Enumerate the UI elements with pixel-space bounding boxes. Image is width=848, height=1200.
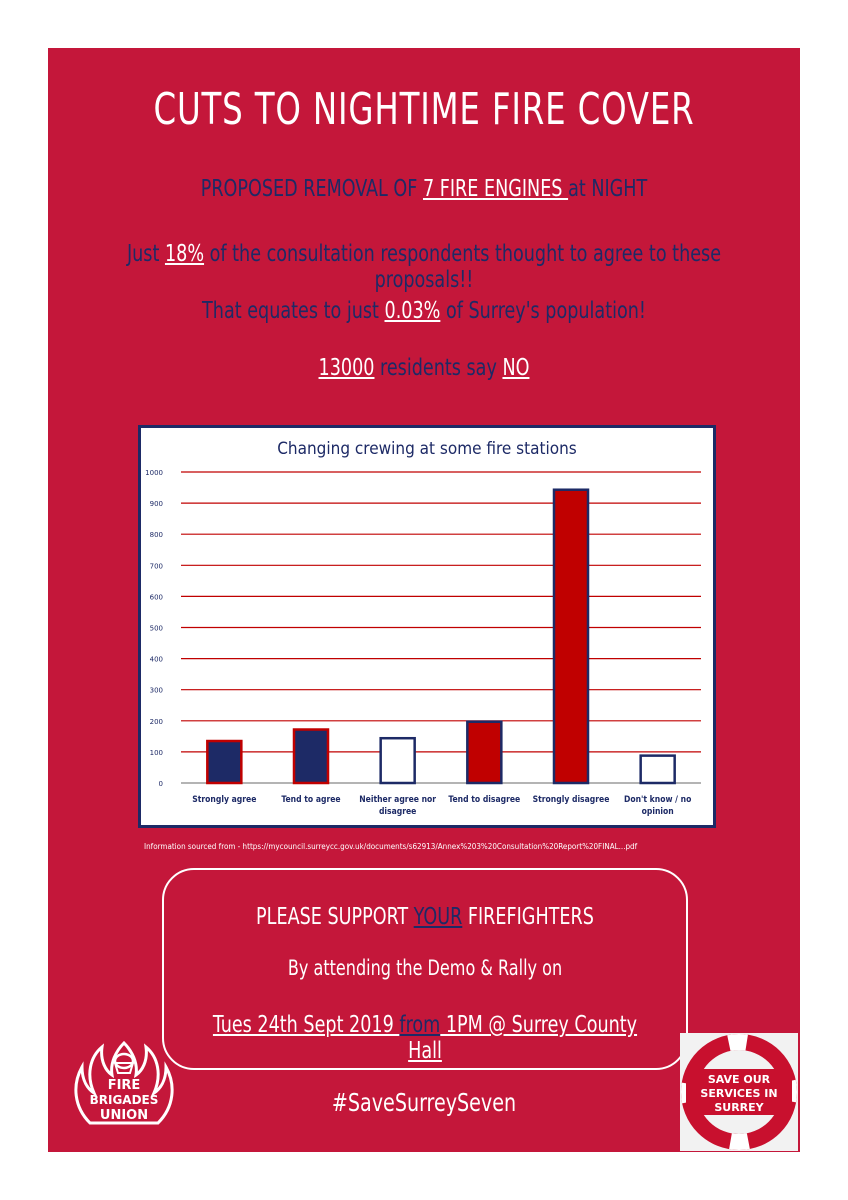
support-panel: PLEASE SUPPORT YOUR FIREFIGHTERS By atte…: [162, 868, 688, 1070]
x-tick-label-6: Don't know / no opinion: [624, 795, 691, 817]
population-line-post: of Surrey's population!: [440, 298, 646, 324]
hashtag: #SaveSurreySeven: [331, 1088, 517, 1117]
fbu-logo-line2: BRIGADES: [90, 1093, 159, 1107]
y-tick-label-900: 900: [150, 500, 163, 508]
sos-logo-line3: SURREY: [714, 1101, 764, 1114]
y-tick-label-100: 100: [150, 749, 163, 757]
chart-panel: Changing crewing at some fire stations 0 1…: [138, 425, 716, 828]
support-line-post: FIREFIGHTERS: [462, 904, 594, 930]
save-our-services-logo: SAVE OUR SERVICES IN SURREY: [680, 1033, 798, 1151]
bar-4: [466, 720, 503, 785]
bar-5: [552, 488, 590, 785]
percent-line: Just 18% of the consultation respondents…: [104, 241, 743, 293]
residents-line-mid: residents say: [374, 355, 503, 381]
engines-highlight: 7 FIRE ENGINES: [422, 176, 569, 202]
percent-line-post: of the consultation respondents thought …: [204, 241, 722, 293]
y-tick-label-600: 600: [150, 593, 163, 601]
bar-6: [639, 754, 676, 785]
support-line-pre: PLEASE SUPPORT: [256, 904, 414, 930]
y-tick-label-800: 800: [150, 531, 163, 539]
population-line: That equates to just 0.03% of Surrey's p…: [104, 298, 743, 324]
y-tick-label-400: 400: [150, 656, 163, 664]
event-from: from: [399, 1012, 441, 1038]
chart-title: Changing crewing at some fire stations: [277, 439, 577, 459]
event-date: Tues 24th Sept 2019: [212, 1012, 400, 1038]
residents-count: 13000: [318, 355, 375, 381]
sos-logo-line1: SAVE OUR: [708, 1073, 771, 1086]
y-tick-label-700: 700: [150, 562, 163, 570]
poster-title: CUTS TO NIGHTIME FIRE COVER: [153, 84, 695, 135]
residents-line: 13000 residents say NO: [104, 355, 743, 381]
engines-line-pre: PROPOSED REMOVAL OF: [200, 176, 423, 202]
x-tick-label-3: Neither agree nor disagree: [359, 795, 436, 817]
x-tick-label-2: Tend to agree: [281, 795, 340, 805]
event-time-place: 1PM @ Surrey County Hall: [408, 1012, 638, 1064]
poster: CUTS TO NIGHTIME FIRE COVER PROPOSED REM…: [48, 48, 800, 1152]
percent-highlight: 18%: [164, 241, 205, 267]
bar-1: [206, 739, 243, 785]
x-tick-label-4: Tend to disagree: [448, 795, 520, 805]
support-your: YOUR: [413, 904, 463, 930]
bar-2: [292, 728, 330, 785]
fire-brigades-union-logo: FIRE BRIGADES UNION: [74, 1040, 174, 1125]
percent-line-pre: Just: [126, 241, 165, 267]
population-highlight: 0.03%: [384, 298, 441, 324]
y-tick-label-1000: 1000: [145, 469, 163, 477]
fbu-logo-line1: FIRE: [108, 1078, 141, 1093]
fbu-logo-line3: UNION: [100, 1108, 148, 1123]
bar-3: [379, 736, 416, 785]
support-line: PLEASE SUPPORT YOUR FIREFIGHTERS: [203, 904, 647, 930]
attend-line: By attending the Demo & Rally on: [287, 956, 563, 980]
engines-line-post: at NIGHT: [568, 176, 648, 202]
event-line: Tues 24th Sept 2019 from 1PM @ Surrey Co…: [203, 1012, 647, 1064]
y-tick-label-0: 0: [159, 780, 163, 788]
y-tick-label-200: 200: [150, 718, 163, 726]
y-tick-label-500: 500: [150, 625, 163, 633]
x-tick-label-1: Strongly agree: [192, 795, 256, 805]
population-line-pre: That equates to just: [202, 298, 385, 324]
residents-no: NO: [502, 355, 530, 381]
y-tick-label-300: 300: [150, 687, 163, 695]
source-note: Information sourced from - https://mycou…: [144, 842, 638, 851]
engines-line: PROPOSED REMOVAL OF 7 FIRE ENGINES at NI…: [104, 176, 743, 202]
bar-chart: Changing crewing at some fire stations 0 1…: [145, 439, 701, 817]
x-tick-label-5: Strongly disagree: [533, 795, 610, 805]
sos-logo-line2: SERVICES IN: [700, 1087, 777, 1100]
